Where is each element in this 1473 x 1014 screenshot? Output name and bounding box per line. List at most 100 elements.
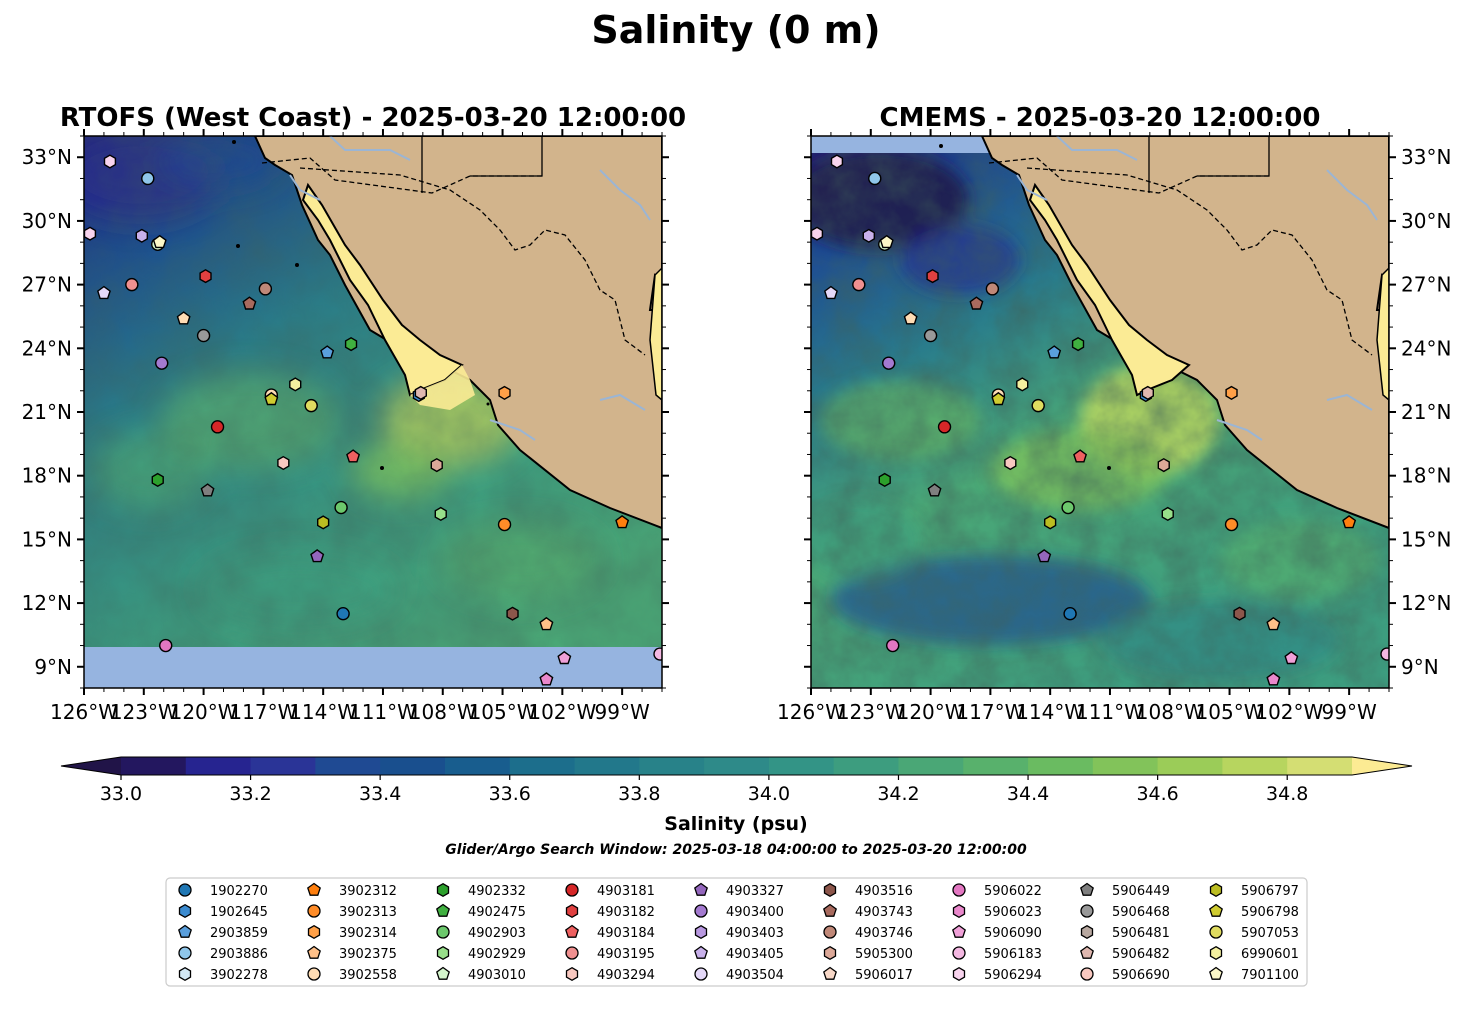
- float-marker: [304, 398, 318, 413]
- panel-cmems: CMEMS - 2025-03-20 12:00:00: [777, 103, 1451, 724]
- float-marker: [539, 616, 554, 631]
- legend-marker: [307, 967, 321, 981]
- lat-tick-label: 21°N: [22, 400, 72, 424]
- lat-tick-label: 12°N: [1401, 591, 1451, 615]
- colorbar-label: Salinity (psu): [664, 813, 807, 835]
- float-marker: [1342, 515, 1357, 529]
- legend-label: 5906023: [984, 905, 1042, 920]
- legend-marker: [952, 903, 966, 919]
- legend-marker: [436, 966, 450, 980]
- colorbar-segment: [963, 757, 1029, 775]
- lon-tick-label: 111°W: [1076, 700, 1144, 724]
- float-markers-cmems: [811, 154, 1389, 686]
- legend-marker: [1209, 925, 1223, 939]
- colorbar-segment: [185, 757, 252, 775]
- legend-marker: [694, 882, 708, 896]
- colorbar-segment: [1222, 757, 1288, 775]
- legend-marker: [952, 924, 966, 938]
- legend-label: 4902332: [468, 884, 526, 899]
- float-marker: [135, 228, 149, 243]
- float-marker: [557, 650, 572, 665]
- legend-label: 4903195: [597, 947, 655, 962]
- legend-label: 5906481: [1112, 926, 1170, 941]
- legend-marker: [694, 967, 708, 981]
- float-marker: [277, 455, 290, 471]
- float-marker: [264, 391, 279, 406]
- float-marker: [344, 336, 358, 352]
- legend-box: [165, 877, 1308, 987]
- legend-label: 3902313: [339, 905, 397, 920]
- legend-marker: [178, 883, 192, 897]
- lat-tick-label: 18°N: [1401, 464, 1451, 488]
- float-marker: [1141, 385, 1155, 401]
- float-marker: [879, 234, 894, 249]
- legend-marker: [823, 925, 837, 939]
- float-marker: [196, 328, 211, 343]
- float-marker: [937, 420, 952, 434]
- legend-label: 4903743: [855, 905, 913, 920]
- legend-marker: [565, 946, 579, 960]
- float-marker: [498, 385, 511, 401]
- colorbar-tick-label: 34.2: [877, 783, 919, 805]
- lat-tick-label: 30°N: [1401, 209, 1451, 233]
- legend-label: 4903181: [597, 884, 655, 899]
- float-marker: [1225, 385, 1238, 401]
- nodata-band-cmems: [811, 136, 991, 153]
- lat-tick-label: 33°N: [22, 145, 72, 169]
- float-marker: [1016, 377, 1029, 392]
- legend: 1902270 1902645 2903859 2903886 3902278 39023…: [178, 882, 1299, 983]
- float-marker: [1266, 616, 1281, 631]
- legend-marker: [436, 882, 450, 898]
- legend-marker: [307, 904, 321, 918]
- legend-marker: [436, 903, 450, 917]
- legend-label: 5906798: [1241, 905, 1299, 920]
- lat-tick-label: 33°N: [1401, 145, 1451, 169]
- float-marker: [1063, 606, 1077, 621]
- float-marker: [878, 472, 891, 488]
- float-marker: [830, 154, 844, 169]
- float-marker: [1161, 506, 1174, 522]
- legend-label: 4902929: [468, 947, 526, 962]
- legend-label: 1902645: [210, 905, 268, 920]
- float-marker: [200, 483, 215, 497]
- legend-marker: [178, 966, 192, 982]
- float-marker: [155, 356, 169, 370]
- legend-label: 4903504: [726, 968, 784, 983]
- legend-marker: [823, 966, 837, 980]
- colorbar-segment: [1028, 757, 1094, 775]
- search-window-note: Glider/Argo Search Window: 2025-03-18 04…: [445, 842, 1027, 858]
- legend-marker: [565, 924, 579, 938]
- float-marker: [210, 420, 225, 434]
- float-marker: [927, 483, 942, 497]
- float-marker: [539, 672, 554, 686]
- lat-tick-label: 9°N: [34, 655, 72, 679]
- legend-marker: [1209, 903, 1223, 917]
- colorbar-segment: [509, 757, 576, 775]
- colorbar-tick-label: 33.8: [618, 783, 660, 805]
- colorbar-tick-label: 33.0: [100, 783, 142, 805]
- lat-tick-label: 27°N: [22, 273, 72, 297]
- legend-label: 4903405: [726, 947, 784, 962]
- legend-marker: [823, 903, 837, 917]
- float-marker: [923, 328, 938, 343]
- legend-label: 5906294: [984, 968, 1042, 983]
- legend-marker: [1209, 882, 1223, 898]
- legend-label: 1902270: [210, 884, 268, 899]
- lon-tick-label: 117°W: [956, 700, 1024, 724]
- legend-marker: [694, 924, 708, 940]
- panel-title-cmems: CMEMS - 2025-03-20 12:00:00: [880, 103, 1321, 133]
- float-marker: [868, 171, 882, 186]
- lon-tick-label: 108°W: [409, 700, 477, 724]
- float-marker: [926, 268, 939, 284]
- float-marker: [152, 234, 167, 249]
- map-rtofs: [84, 136, 662, 688]
- legend-label: 4902903: [468, 926, 526, 941]
- legend-label: 4903182: [597, 905, 655, 920]
- float-marker: [125, 277, 139, 292]
- legend-marker: [1080, 945, 1094, 959]
- legend-marker: [565, 966, 579, 982]
- float-marker: [1233, 606, 1246, 621]
- legend-label: 3902312: [339, 884, 397, 899]
- nodata-band-rtofs: [84, 647, 662, 688]
- figure-title: Salinity (0 m): [591, 8, 880, 52]
